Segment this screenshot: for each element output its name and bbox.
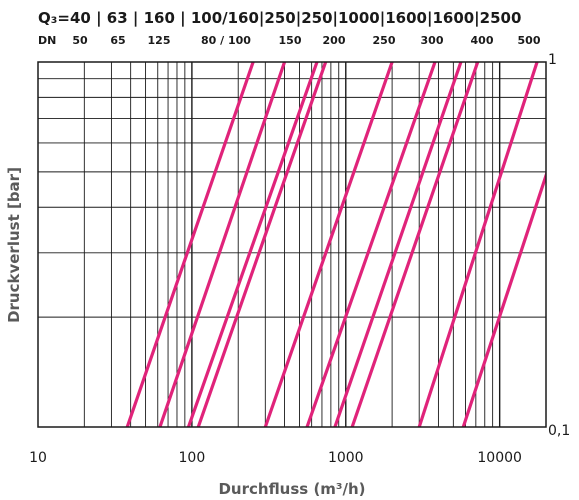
x-tick-label: 1000 [328, 450, 364, 466]
x-axis-label: Durchfluss (m³/h) [218, 480, 365, 498]
series-line-9 [417, 62, 539, 427]
dn-label: 50 [72, 34, 88, 47]
dn-prefix: DN [38, 34, 56, 47]
q3-prefix: Q₃= [38, 9, 70, 27]
y-tick-label: 1 [548, 52, 557, 68]
grid [38, 62, 546, 427]
y-axis-label: Druckverlust [bar] [5, 167, 23, 323]
series-line-4 [196, 62, 328, 427]
series-line-8 [350, 62, 480, 427]
series-lines [125, 62, 546, 427]
series-line-5 [263, 62, 394, 427]
dn-label: 80 / 100 [201, 34, 251, 47]
dn-labels: 50 65 125 80 / 100 150 200 250 300 400 500 [72, 34, 540, 47]
chart-header: Q₃= 40 | 63 | 160 | 100/160|250|250|1000… [38, 9, 541, 47]
plot-frame [37, 61, 547, 428]
series-line-3 [186, 62, 319, 427]
dn-label: 250 [373, 34, 396, 47]
x-tick-label: 10 [29, 450, 47, 466]
dn-label: 200 [323, 34, 346, 47]
y-tick-label: 0,1 [548, 423, 570, 439]
dn-label: 150 [279, 34, 302, 47]
x-tick-label: 10000 [477, 450, 522, 466]
x-tick-label: 100 [179, 450, 206, 466]
series-line-6 [305, 62, 437, 427]
y-axis-ticks: 0,11 [548, 52, 570, 439]
dn-label: 300 [421, 34, 444, 47]
dn-label: 65 [110, 34, 125, 47]
series-line-1 [125, 62, 255, 427]
q3-values: 40 | 63 | 160 | 100/160|250|250|1000|160… [70, 9, 521, 28]
series-line-2 [158, 62, 287, 427]
dn-label: 400 [471, 34, 494, 47]
x-axis-ticks: 10 100 1000 10000 [29, 450, 522, 466]
series-line-7 [333, 62, 463, 427]
dn-label: 500 [518, 34, 541, 47]
dn-label: 125 [148, 34, 171, 47]
series-line-10 [461, 170, 546, 427]
